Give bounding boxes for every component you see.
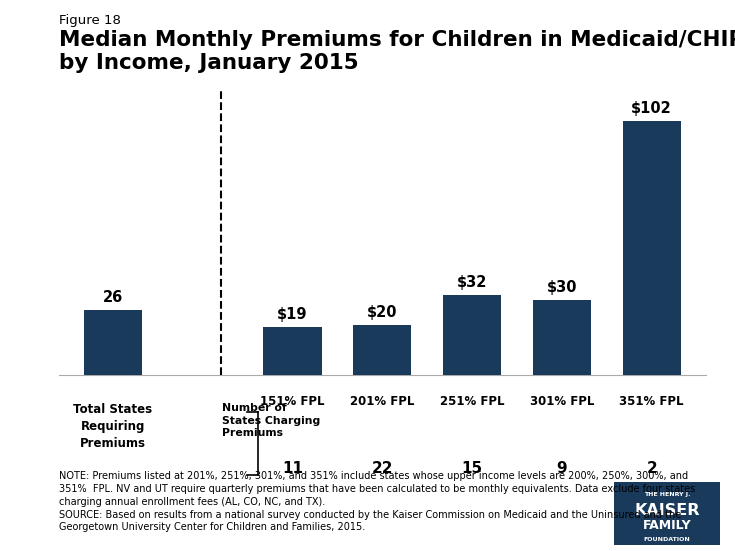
- Text: NOTE: Premiums listed at 201%, 251%, 301%, and 351% include states whose upper i: NOTE: Premiums listed at 201%, 251%, 301…: [59, 471, 695, 532]
- Text: $102: $102: [631, 101, 672, 116]
- Text: $19: $19: [277, 307, 308, 322]
- Text: KAISER: KAISER: [634, 503, 700, 517]
- Text: 151% FPL: 151% FPL: [260, 395, 325, 408]
- Bar: [263, 327, 322, 375]
- Text: Total States
Requiring
Premiums: Total States Requiring Premiums: [74, 403, 152, 450]
- Text: Number of
States Charging
Premiums: Number of States Charging Premiums: [222, 403, 320, 438]
- Text: $30: $30: [547, 280, 577, 295]
- Bar: [533, 300, 591, 375]
- Text: 26: 26: [103, 290, 123, 305]
- Bar: [442, 295, 501, 375]
- Text: 301% FPL: 301% FPL: [530, 395, 594, 408]
- Text: 201% FPL: 201% FPL: [350, 395, 415, 408]
- Bar: [84, 310, 142, 375]
- Text: Median Monthly Premiums for Children in Medicaid/CHIP
by Income, January 2015: Median Monthly Premiums for Children in …: [59, 30, 735, 73]
- Text: 11: 11: [282, 461, 303, 476]
- Text: 2: 2: [646, 461, 657, 476]
- Text: THE HENRY J.: THE HENRY J.: [644, 492, 690, 498]
- Text: 15: 15: [462, 461, 483, 476]
- Text: FAMILY: FAMILY: [642, 518, 692, 532]
- Text: Figure 18: Figure 18: [59, 14, 121, 27]
- Text: 351% FPL: 351% FPL: [620, 395, 684, 408]
- Text: 9: 9: [556, 461, 567, 476]
- Text: 251% FPL: 251% FPL: [440, 395, 504, 408]
- Bar: [623, 121, 681, 375]
- Text: $20: $20: [367, 305, 398, 320]
- Text: 22: 22: [371, 461, 393, 476]
- Bar: [353, 325, 412, 375]
- Text: FOUNDATION: FOUNDATION: [644, 537, 690, 542]
- Text: $32: $32: [457, 275, 487, 290]
